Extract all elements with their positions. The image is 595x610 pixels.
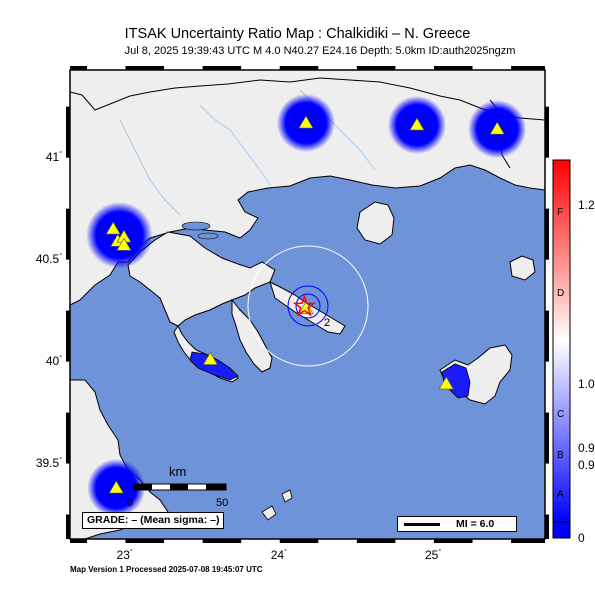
sithonia-peninsula bbox=[231, 298, 273, 373]
colorbar-label: 1.2 bbox=[578, 198, 595, 212]
epicenter-star-icon bbox=[292, 294, 317, 317]
frame-tick bbox=[545, 106, 549, 158]
frame-tick bbox=[66, 412, 70, 464]
lake bbox=[197, 232, 219, 240]
frame-tick bbox=[70, 66, 87, 70]
latitude-tick-label: 39.5° bbox=[35, 455, 62, 470]
frame-tick bbox=[66, 106, 70, 158]
station-icon bbox=[116, 237, 132, 251]
station-icon bbox=[489, 121, 505, 135]
grade-letter: D bbox=[557, 288, 565, 299]
lake bbox=[181, 221, 211, 231]
station-icon bbox=[108, 480, 124, 494]
colorbar-label: 0 bbox=[578, 531, 585, 545]
frame-tick bbox=[70, 539, 87, 543]
frame-tick bbox=[511, 66, 545, 70]
scale-bar bbox=[133, 483, 227, 491]
river bbox=[119, 119, 181, 216]
longitude-tick-label: 23° bbox=[116, 548, 133, 562]
scale-unit-label: km bbox=[169, 464, 187, 479]
scale-max-label: 50 bbox=[216, 497, 229, 509]
frame-tick bbox=[125, 66, 165, 70]
station-icon bbox=[438, 376, 454, 390]
latitude-tick-label: 40.5° bbox=[35, 251, 62, 266]
station-icon bbox=[409, 117, 425, 131]
mi-label: MI = 6.0 bbox=[456, 518, 495, 530]
grade-legend: GRADE: – (Mean sigma: –) bbox=[82, 512, 225, 529]
frame-tick bbox=[279, 539, 319, 543]
map-footer: Map Version 1 Processed 2025-07-08 19:45… bbox=[70, 565, 263, 574]
frame-tick bbox=[545, 310, 549, 362]
frame-tick bbox=[545, 514, 549, 539]
grade-letter: A bbox=[557, 489, 564, 500]
border-line bbox=[70, 77, 545, 121]
contour-line bbox=[287, 285, 329, 327]
latitude-tick-label: 41° bbox=[45, 149, 62, 164]
thasos-island bbox=[356, 201, 395, 245]
frame-tick bbox=[545, 412, 549, 464]
latitude-tick-label: 40° bbox=[45, 353, 62, 368]
frame-tick bbox=[279, 66, 319, 70]
longitude-tick-label: 24° bbox=[270, 548, 287, 562]
frame-tick bbox=[511, 539, 545, 543]
frame-tick bbox=[433, 539, 473, 543]
map-subtitle: Jul 8, 2025 19:39:43 UTC M 4.0 N40.27 E2… bbox=[124, 45, 516, 57]
contour-line bbox=[295, 293, 321, 319]
map-title: ITSAK Uncertainty Ratio Map : Chalkidiki… bbox=[124, 26, 471, 42]
chalkidiki-peninsula bbox=[127, 231, 276, 327]
grade-letter: F bbox=[557, 207, 564, 218]
frame-tick bbox=[356, 66, 396, 70]
frame-tick bbox=[433, 66, 473, 70]
colorbar bbox=[552, 159, 571, 539]
frame-tick bbox=[356, 539, 396, 543]
grade-letter: B bbox=[557, 450, 564, 461]
frame-tick bbox=[202, 66, 242, 70]
samothraki-island bbox=[509, 255, 536, 281]
station-icon bbox=[202, 351, 218, 365]
frame-tick bbox=[202, 539, 242, 543]
map-frame bbox=[66, 66, 549, 543]
uncertainty-blob bbox=[86, 201, 153, 269]
frame-tick bbox=[66, 310, 70, 362]
frame-tick bbox=[545, 208, 549, 260]
small-island bbox=[261, 505, 277, 521]
colorbar-label: 0.9 bbox=[578, 458, 595, 472]
station-icon bbox=[298, 115, 314, 129]
frame-tick bbox=[125, 539, 165, 543]
longitude-tick-label: 25° bbox=[424, 548, 442, 562]
contour-line bbox=[247, 245, 369, 367]
station-icon bbox=[105, 221, 121, 235]
colorbar-label: 0.9 bbox=[578, 441, 595, 455]
mi-line-icon bbox=[404, 523, 440, 526]
river bbox=[199, 104, 271, 186]
colorbar-label: 1.0 bbox=[578, 377, 595, 391]
frame-tick bbox=[66, 208, 70, 260]
frame-tick bbox=[66, 514, 70, 539]
mi-legend: MI = 6.0 bbox=[397, 516, 517, 532]
small-island bbox=[281, 489, 293, 503]
grade-letter: C bbox=[557, 409, 565, 420]
scale-zero-label: 0 bbox=[127, 497, 134, 509]
contour-depth-label: 2 bbox=[324, 317, 331, 329]
